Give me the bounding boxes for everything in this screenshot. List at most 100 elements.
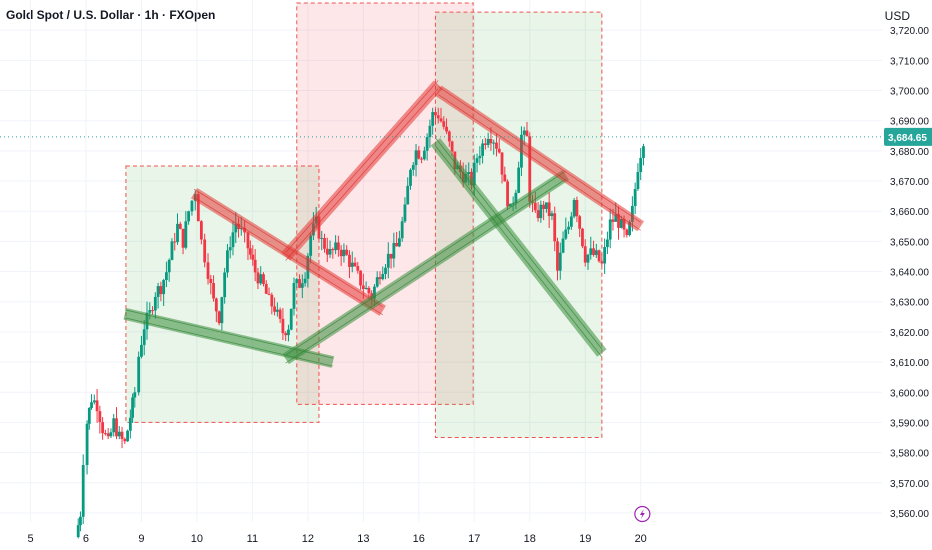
candle-body [522, 130, 526, 135]
candle-body [234, 223, 238, 233]
candle-body [295, 279, 299, 284]
candle-body [447, 131, 451, 142]
candle-body [364, 287, 368, 289]
y-tick-label: 3,650.00 [890, 237, 929, 248]
candle-body [611, 219, 615, 222]
candle-body [348, 254, 351, 267]
x-tick-label: 19 [579, 533, 591, 545]
candle-body [287, 329, 290, 336]
candle-body [153, 296, 157, 311]
candle-body [575, 200, 579, 217]
candle-body [184, 221, 188, 248]
candle-body [608, 219, 612, 240]
x-tick-label: 5 [27, 533, 33, 545]
candle-body [81, 464, 85, 517]
candle-body [475, 158, 479, 163]
candle-body [196, 194, 200, 222]
candle-body [79, 516, 82, 526]
candle-body [181, 228, 185, 248]
candle-body [350, 262, 354, 267]
y-tick-label: 3,670.00 [890, 177, 929, 188]
candle-body [597, 250, 601, 262]
buy-zone [434, 11, 603, 439]
candle-body [403, 204, 407, 222]
candle-body [356, 266, 360, 271]
candle-body [203, 239, 207, 263]
candle-body [278, 309, 282, 319]
candle-body [539, 204, 543, 219]
candle-body [550, 213, 554, 217]
candle-body [167, 259, 171, 273]
candle-body [353, 262, 357, 267]
candle-body [592, 248, 595, 255]
y-tick-label: 3,720.00 [890, 26, 929, 37]
x-tick-label: 6 [83, 533, 89, 545]
y-tick-label: 3,620.00 [890, 328, 929, 339]
candle-body [572, 200, 576, 217]
candle-body [556, 241, 559, 271]
candle-body [506, 181, 509, 207]
candle-body [392, 242, 396, 259]
candle-body [445, 126, 448, 132]
candle-body [625, 229, 629, 236]
candle-body [639, 157, 643, 173]
candle-body [336, 242, 340, 250]
y-tick-label: 3,600.00 [890, 388, 929, 399]
candle-body [90, 402, 93, 408]
candle-body [478, 155, 482, 159]
candle-body [87, 407, 91, 424]
candle-body [600, 261, 604, 264]
x-tick-label: 9 [138, 533, 144, 545]
candle-body [497, 148, 501, 153]
candle-body [209, 278, 213, 284]
candle-body [298, 279, 301, 288]
candle-body [553, 213, 557, 242]
candle-body [481, 143, 485, 156]
candle-body [231, 232, 235, 248]
candle-body [606, 239, 609, 248]
x-tick-label: 17 [468, 533, 480, 545]
candle-body [411, 165, 415, 170]
candle-body [284, 333, 288, 336]
trendline [430, 138, 607, 357]
candle-body [544, 202, 548, 209]
candle-body [378, 277, 382, 280]
candle-body [533, 202, 537, 211]
candle-body [467, 171, 471, 174]
candle-body [281, 318, 285, 334]
trendline-edge [285, 178, 567, 364]
candle-body [636, 172, 640, 190]
candle-body [165, 272, 168, 280]
candle-body [148, 310, 152, 313]
candle-body [85, 423, 89, 465]
candle-body [569, 216, 573, 227]
y-tick-label: 3,700.00 [890, 87, 929, 98]
x-tick-label: 13 [357, 533, 369, 545]
y-tick-label: 3,640.00 [890, 268, 929, 279]
candle-body [128, 417, 132, 431]
candle-body [223, 272, 227, 298]
currency-label[interactable]: USD [884, 9, 910, 23]
candle-body [142, 329, 146, 345]
candle-body [101, 422, 105, 434]
candle-body [381, 274, 385, 280]
candle-body [300, 283, 304, 288]
y-tick-label: 3,660.00 [890, 207, 929, 218]
candle-body [259, 274, 263, 284]
candle-body [425, 137, 429, 151]
last-price-badge [884, 127, 932, 146]
candle-body [76, 525, 80, 538]
y-tick-label: 3,580.00 [890, 449, 929, 460]
y-tick-label: 3,560.00 [890, 509, 929, 520]
candle-body [162, 279, 166, 295]
candle-body [386, 253, 390, 268]
last-price-label: 3,684.65 [888, 133, 927, 144]
x-tick-label: 18 [524, 533, 536, 545]
candle-body [131, 397, 134, 418]
candle-body [156, 286, 160, 297]
x-tick-label: 20 [635, 533, 647, 545]
candle-body [389, 253, 393, 259]
candle-body [256, 272, 260, 284]
candle-body [112, 418, 116, 433]
